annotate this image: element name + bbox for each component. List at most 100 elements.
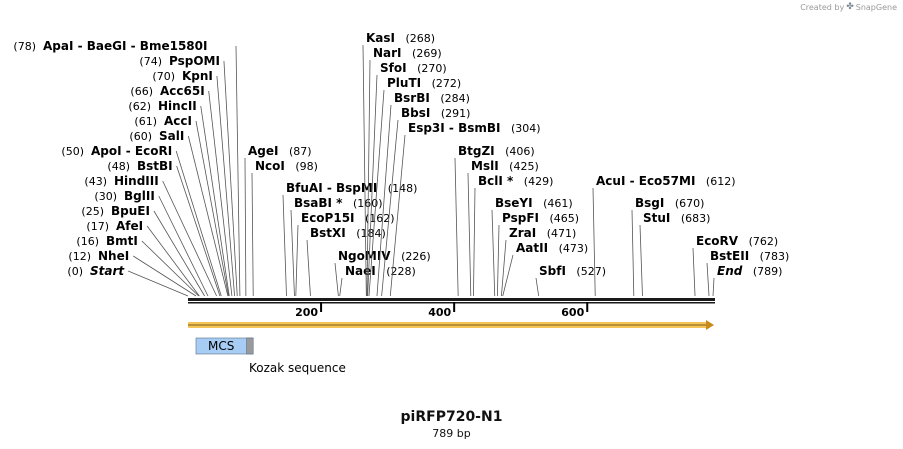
site-label-msli: MslI (425) xyxy=(471,159,539,173)
site-line-sali xyxy=(187,135,229,297)
site-line-btgzi xyxy=(454,157,459,297)
site-line-aatii xyxy=(502,254,514,297)
site-label-ecop15i: EcoP15I (162) xyxy=(301,211,395,225)
site-line-bsgi xyxy=(631,209,635,297)
backbone-top xyxy=(188,298,715,301)
credit-logo-text: SnapGene xyxy=(855,2,897,12)
site-label-ngomiv: NgoMIV (226) xyxy=(338,249,431,263)
site-line-ngomiv xyxy=(334,262,339,297)
tick-label-600: 600 xyxy=(561,306,584,319)
site-line-bpuei xyxy=(153,210,205,297)
site-label-ecorv: EcoRV (762) xyxy=(696,234,778,248)
site-label-bbsi: BbsI (291) xyxy=(401,106,470,120)
site-line-end xyxy=(712,277,715,297)
site-line-acci xyxy=(195,120,229,297)
plasmid-length: 789 bp xyxy=(432,427,471,440)
site-label-kasi: KasI (268) xyxy=(366,31,435,45)
site-line-start xyxy=(127,270,189,297)
site-line-hindiii xyxy=(162,180,217,297)
site-label-afei: (17) AfeI xyxy=(86,219,143,233)
site-line-pluti xyxy=(368,89,385,297)
site-line-apoi-ecori xyxy=(175,150,222,297)
site-line-bmti xyxy=(141,240,199,297)
site-label-sali: (60) SalI xyxy=(129,129,184,143)
site-line-ncoi xyxy=(251,172,254,297)
feature-label-kozak-sequence: Kozak sequence xyxy=(249,361,346,375)
site-label-bfuai-bspmi: BfuAI - BspMI (148) xyxy=(286,181,417,195)
site-line-zrai xyxy=(501,239,507,297)
site-label-end: End (789) xyxy=(717,264,782,278)
backbone-bottom xyxy=(188,302,715,304)
site-label-bseyi: BseYI (461) xyxy=(495,196,573,210)
site-label-pspomi: (74) PspOMI xyxy=(139,54,220,68)
site-line-sfoi xyxy=(367,74,378,297)
site-label-pspfi: PspFI (465) xyxy=(502,211,579,225)
site-label-apai-baegi-bme1580i: (78) ApaI - BaeGI - Bme1580I xyxy=(13,39,207,53)
site-line-bglii xyxy=(158,195,209,297)
site-label-sbfi: SbfI (527) xyxy=(539,264,606,278)
site-line-bsrbi xyxy=(376,104,392,297)
site-label-hindiii: (43) HindIII xyxy=(84,174,158,188)
site-line-bfuai-bspmi xyxy=(282,194,287,297)
site-label-kpni: (70) KpnI xyxy=(152,69,213,83)
site-label-bsteii: BstEII (783) xyxy=(710,249,789,263)
site-label-ncoi: NcoI (98) xyxy=(255,159,318,173)
site-line-bsabi xyxy=(290,209,295,297)
site-line-hincii xyxy=(200,105,230,297)
site-label-sfoi: SfoI (270) xyxy=(380,61,447,75)
site-line-nari xyxy=(366,59,371,297)
site-label-hincii: (62) HincII xyxy=(128,99,196,113)
site-label-zrai: ZraI (471) xyxy=(509,226,576,240)
feature-label-mcs: MCS xyxy=(208,339,234,353)
site-label-bglii: (30) BglII xyxy=(94,189,154,203)
site-line-bseyi xyxy=(491,209,496,297)
site-label-aatii: AatII (473) xyxy=(516,241,588,255)
orf-arrowhead xyxy=(706,320,714,330)
site-line-ecop15i xyxy=(295,224,299,297)
site-label-bstxi: BstXI (184) xyxy=(310,226,386,240)
site-line-bsteii xyxy=(706,262,710,297)
site-label-bsabi: BsaBI * (160) xyxy=(294,196,383,210)
site-label-bsrbi: BsrBI (284) xyxy=(394,91,470,105)
site-label-bsgi: BsgI (670) xyxy=(635,196,704,210)
snapgene-credit: Created by ✤ SnapGene xyxy=(800,2,897,12)
site-line-bbsi xyxy=(381,119,399,297)
site-line-nhei xyxy=(132,255,197,297)
site-line-pspfi xyxy=(497,224,500,297)
site-line-agei xyxy=(244,157,247,297)
site-label-acc65i: (66) Acc65I xyxy=(130,84,204,98)
site-label-bpuei: (25) BpuEI xyxy=(81,204,150,218)
site-label-apoi-ecori: (50) ApoI - EcoRI xyxy=(61,144,172,158)
site-label-acci: (61) AccI xyxy=(134,114,192,128)
site-line-apai-baegi-bme1580i xyxy=(235,45,241,297)
site-line-bstbi xyxy=(176,165,221,297)
site-line-sbfi xyxy=(535,277,540,297)
site-line-naei xyxy=(339,277,343,297)
site-line-acui-eco57mi xyxy=(592,187,596,297)
site-line-stui xyxy=(639,224,643,297)
site-line-kpni xyxy=(216,75,235,297)
site-label-btgzi: BtgZI (406) xyxy=(458,144,535,158)
site-label-bmti: (16) BmtI xyxy=(76,234,137,248)
site-label-start: (0) Start xyxy=(67,264,125,278)
site-label-acui-eco57mi: AcuI - Eco57MI (612) xyxy=(596,174,736,188)
feature-kozak-sequence xyxy=(246,337,254,355)
site-label-bcli: BclI * (429) xyxy=(478,174,553,188)
site-label-nari: NarI (269) xyxy=(373,46,442,60)
site-line-esp3i-bsmbi xyxy=(389,134,406,297)
site-line-ecorv xyxy=(692,247,696,297)
site-line-afei xyxy=(146,225,200,297)
tick-label-400: 400 xyxy=(428,306,451,319)
site-label-naei: NaeI (228) xyxy=(345,264,416,278)
snapgene-logo-icon: ✤ xyxy=(846,2,854,12)
site-line-bstxi xyxy=(306,239,311,297)
plasmid-title: piRFP720-N1 xyxy=(400,409,503,425)
site-line-bcli xyxy=(473,187,476,297)
site-label-agei: AgeI (87) xyxy=(248,144,312,158)
site-line-pspomi xyxy=(223,60,238,297)
site-label-nhei: (12) NheI xyxy=(68,249,129,263)
site-line-acc65i xyxy=(208,90,233,297)
site-line-kasi xyxy=(362,44,367,297)
site-label-stui: StuI (683) xyxy=(643,211,710,225)
